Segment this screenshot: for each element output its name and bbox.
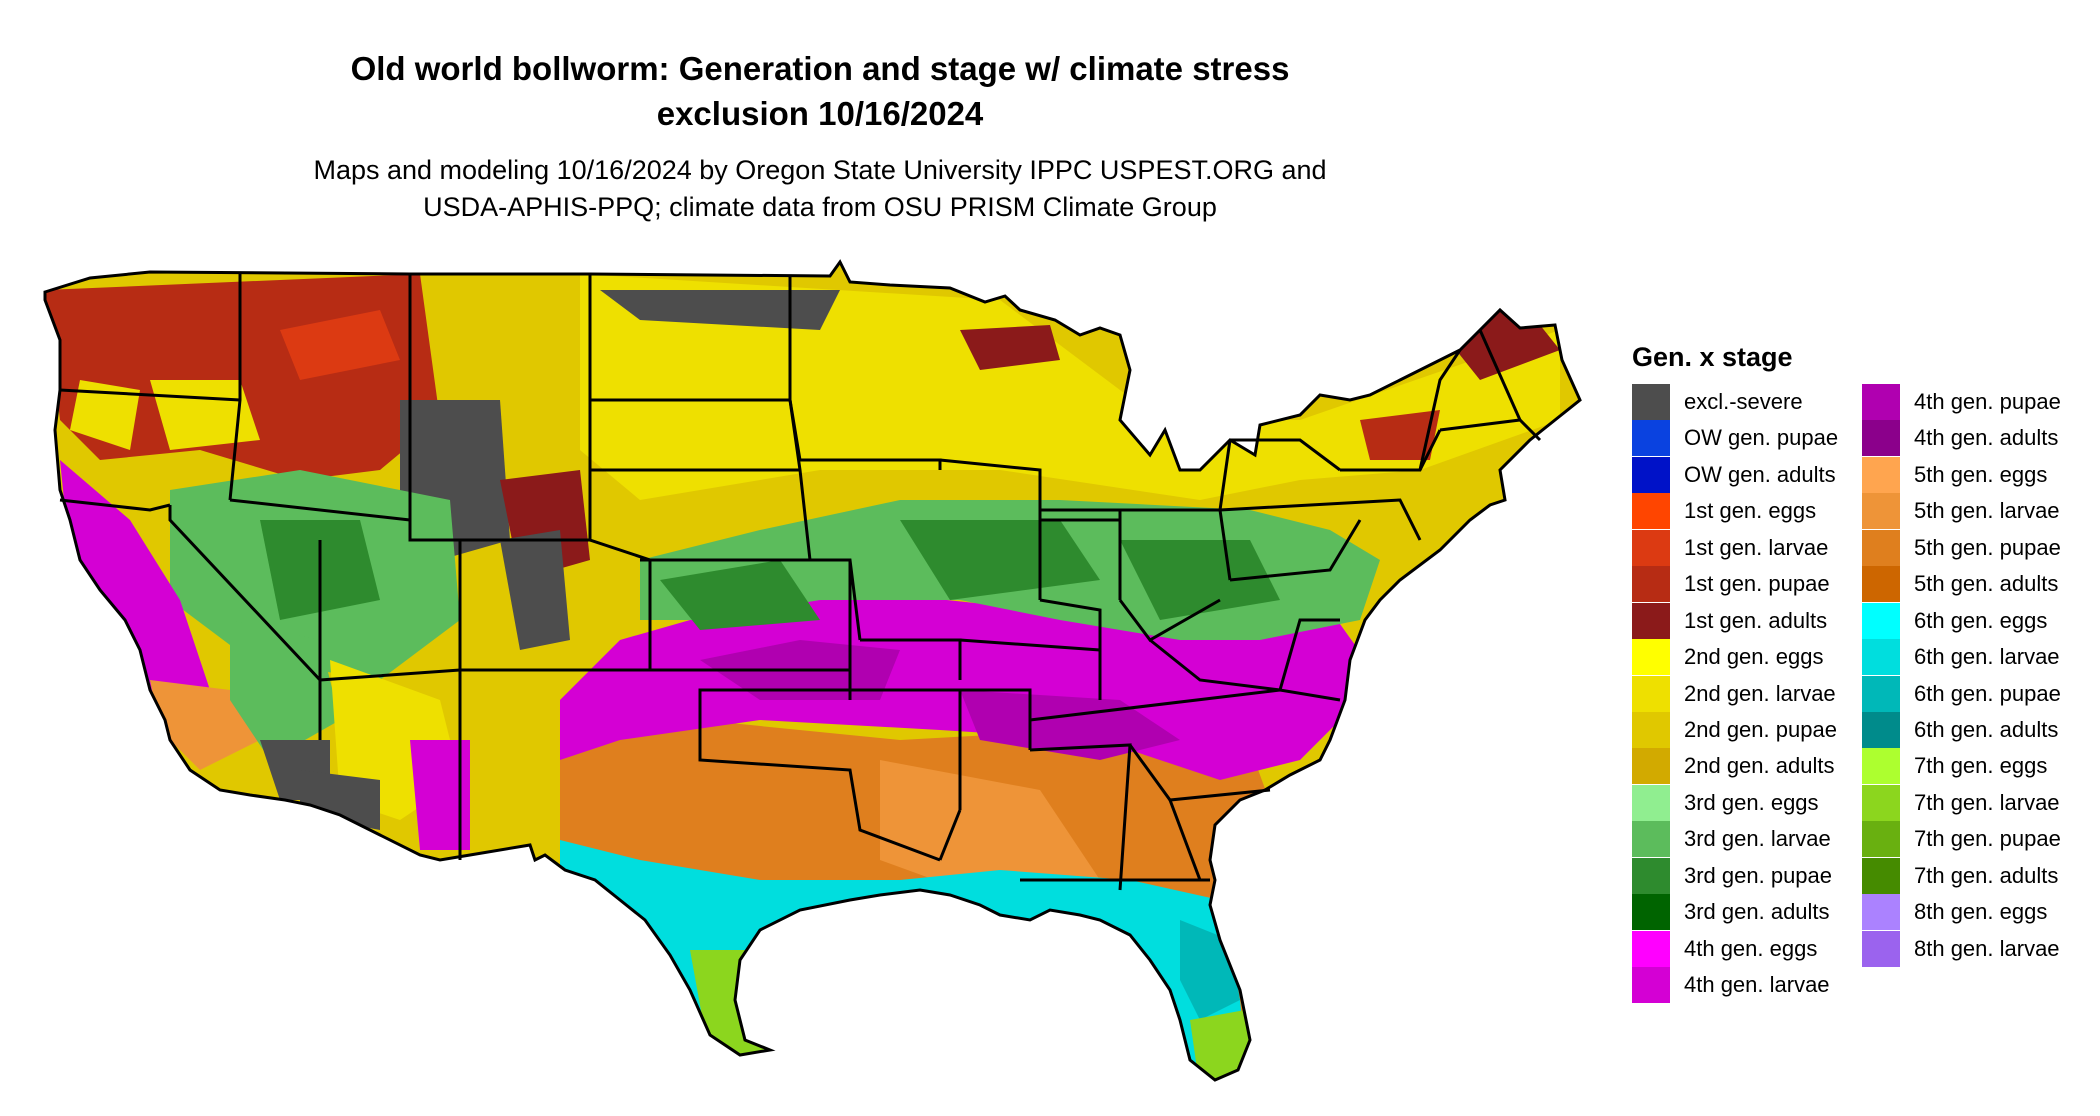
legend-label: 7th gen. larvae: [1914, 789, 2060, 815]
legend-swatch: [1632, 420, 1670, 457]
legend-label: 7th gen. pupae: [1914, 826, 2061, 852]
legend-label: excl.-severe: [1684, 389, 1803, 414]
legend-swatch: [1862, 566, 1900, 603]
legend-swatch: [1862, 602, 1900, 639]
legend-title: Gen. x stage: [1632, 342, 1793, 372]
legend-swatch: [1862, 857, 1900, 894]
legend-swatch: [1632, 602, 1670, 639]
legend-label: 1st gen. eggs: [1684, 498, 1817, 524]
legend-swatch: [1862, 639, 1900, 676]
legend-label: 3rd gen. adults: [1684, 899, 1830, 925]
legend-swatch: [1632, 566, 1670, 603]
legend-swatch: [1862, 493, 1900, 530]
legend-swatch: [1632, 857, 1670, 894]
map-title-line2: exclusion 10/16/2024: [656, 95, 984, 132]
legend-swatch: [1632, 894, 1670, 931]
legend-label: 2nd gen. pupae: [1684, 716, 1837, 742]
legend-label: 1st gen. larvae: [1684, 534, 1829, 560]
map-subtitle-line2: USDA-APHIS-PPQ; climate data from OSU PR…: [423, 192, 1217, 222]
legend-swatch: [1632, 784, 1670, 821]
legend-swatch: [1862, 784, 1900, 821]
legend-label: 6th gen. pupae: [1914, 680, 2061, 706]
legend-label: 1st gen. pupae: [1684, 571, 1830, 597]
legend-swatch: [1632, 821, 1670, 858]
legend-label: 2nd gen. larvae: [1684, 680, 1836, 706]
legend-label: 3rd gen. pupae: [1684, 862, 1833, 888]
legend-label: 4th gen. larvae: [1684, 972, 1830, 997]
legend-label: 6th gen. eggs: [1914, 607, 2048, 633]
legend-swatch: [1862, 894, 1900, 931]
legend-label: 6th gen. adults: [1914, 716, 2059, 742]
legend-swatch: [1862, 675, 1900, 712]
legend-swatch: [1632, 930, 1670, 967]
legend-swatch: [1632, 675, 1670, 712]
map-subtitle-line1: Maps and modeling 10/16/2024 by Oregon S…: [313, 155, 1327, 185]
legend-swatch: [1632, 529, 1670, 566]
legend-swatch: [1862, 529, 1900, 566]
map-title-line1: Old world bollworm: Generation and stage…: [350, 50, 1290, 87]
legend-label: 5th gen. eggs: [1914, 461, 2048, 487]
legend-label: OW gen. adults: [1684, 461, 1836, 487]
map-subtitle: Maps and modeling 10/16/2024 by Oregon S…: [140, 152, 1500, 226]
legend-label: 2nd gen. adults: [1684, 753, 1835, 779]
legend-swatch: [1862, 456, 1900, 493]
legend-label: 5th gen. larvae: [1914, 498, 2060, 524]
legend-swatch: [1862, 930, 1900, 967]
legend-swatch: [1632, 748, 1670, 785]
legend-swatch: [1632, 456, 1670, 493]
legend-swatch: [1632, 639, 1670, 676]
legend-label: 8th gen. eggs: [1914, 899, 2048, 925]
legend-label: 8th gen. larvae: [1914, 935, 2060, 961]
legend-label: 3rd gen. larvae: [1684, 826, 1831, 852]
legend-label: 2nd gen. eggs: [1684, 644, 1824, 670]
legend-swatch: [1862, 420, 1900, 457]
legend-label: OW gen. pupae: [1684, 425, 1839, 451]
legend-label: 4th gen. pupae: [1914, 389, 2061, 414]
legend-swatch: [1632, 493, 1670, 530]
legend-label: 5th gen. pupae: [1914, 534, 2061, 560]
legend-swatch: [1632, 967, 1670, 1003]
legend-label: 3rd gen. eggs: [1684, 789, 1819, 815]
legend-label: 4th gen. eggs: [1684, 935, 1818, 961]
map-title: Old world bollworm: Generation and stage…: [140, 46, 1500, 136]
legend-label: 5th gen. adults: [1914, 571, 2059, 597]
legend-swatch: [1632, 384, 1670, 420]
legend-label: 7th gen. adults: [1914, 862, 2059, 888]
legend-label: 6th gen. larvae: [1914, 644, 2060, 670]
legend-label: 4th gen. adults: [1914, 425, 2059, 451]
legend-label: 7th gen. eggs: [1914, 753, 2048, 779]
legend-swatch: [1632, 711, 1670, 748]
legend-swatch: [1862, 748, 1900, 785]
legend-label: 1st gen. adults: [1684, 607, 1828, 633]
legend-swatch: [1862, 384, 1900, 420]
legend-swatch: [1862, 711, 1900, 748]
legend-swatch: [1862, 821, 1900, 858]
